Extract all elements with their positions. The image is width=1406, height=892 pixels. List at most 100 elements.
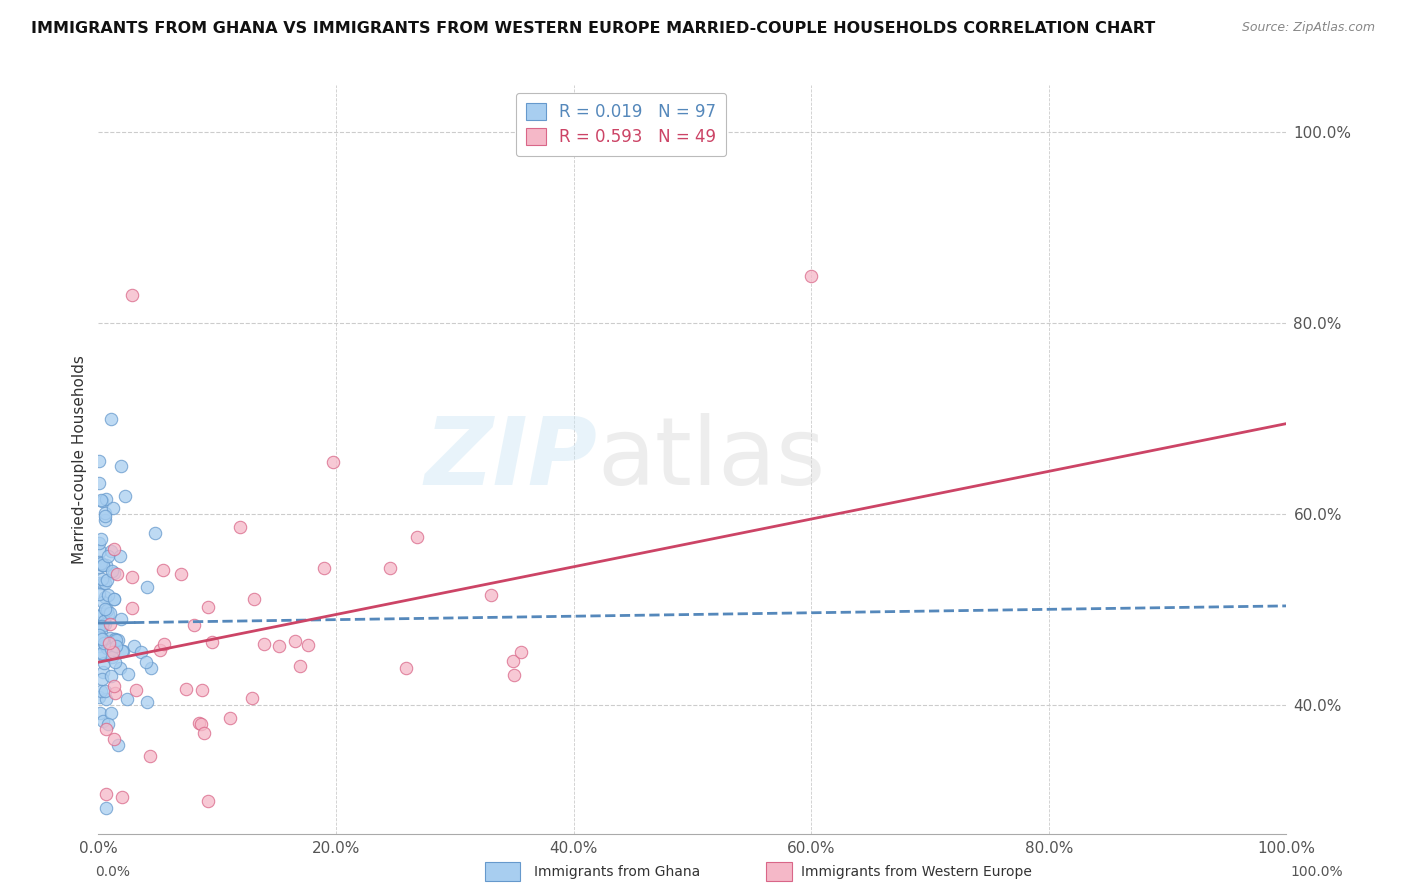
- Point: [269, 639, 291, 653]
- Point: [170, 566, 193, 581]
- Point: [253, 637, 276, 651]
- Point: [104, 632, 127, 647]
- Text: 100.0%: 100.0%: [1291, 865, 1343, 880]
- Point: [479, 588, 502, 602]
- Point: [100, 650, 122, 665]
- Point: [91, 606, 114, 620]
- Point: [89, 575, 111, 590]
- Point: [100, 706, 122, 721]
- Point: [111, 644, 134, 658]
- Point: [153, 637, 176, 651]
- Point: [284, 633, 307, 648]
- Point: [107, 633, 129, 648]
- Y-axis label: Married-couple Households: Married-couple Households: [72, 355, 87, 564]
- Point: [110, 789, 132, 804]
- Point: [89, 609, 111, 624]
- Text: Immigrants from Ghana: Immigrants from Ghana: [534, 865, 700, 880]
- Point: [96, 716, 118, 731]
- Point: [152, 563, 174, 577]
- Point: [98, 606, 121, 620]
- Point: [97, 588, 120, 602]
- Point: [96, 640, 118, 655]
- Point: [89, 587, 111, 601]
- Point: [98, 617, 121, 632]
- Point: [378, 561, 401, 575]
- Point: [94, 722, 117, 736]
- Point: [98, 636, 121, 650]
- Point: [89, 628, 111, 642]
- Point: [96, 491, 118, 506]
- Point: [104, 655, 127, 669]
- Point: [93, 576, 115, 591]
- Point: [94, 684, 117, 698]
- Point: [94, 590, 117, 604]
- Point: [103, 732, 125, 747]
- Point: [94, 801, 117, 815]
- Point: [125, 682, 148, 697]
- Point: [107, 739, 129, 753]
- Point: [94, 787, 117, 801]
- Point: [110, 459, 132, 474]
- Point: [89, 454, 111, 468]
- Point: [87, 555, 110, 569]
- Point: [190, 717, 212, 731]
- Point: [91, 494, 114, 508]
- Point: [96, 603, 118, 617]
- Point: [115, 692, 138, 706]
- Point: [90, 557, 112, 571]
- Point: [91, 672, 114, 686]
- Point: [89, 557, 111, 571]
- Point: [122, 640, 145, 654]
- Point: [110, 644, 132, 658]
- Point: [187, 716, 209, 731]
- Point: [91, 619, 114, 633]
- Point: [502, 654, 524, 668]
- Point: [93, 614, 115, 628]
- Point: [90, 493, 112, 508]
- Point: [94, 558, 117, 573]
- Point: [91, 665, 114, 679]
- Point: [94, 513, 117, 527]
- Point: [135, 655, 157, 669]
- Point: [89, 630, 111, 644]
- Point: [98, 636, 121, 650]
- Point: [96, 691, 118, 706]
- Text: ZIP: ZIP: [425, 413, 598, 506]
- Point: [91, 714, 114, 729]
- Point: [395, 661, 418, 675]
- Point: [87, 639, 110, 653]
- Point: [174, 681, 197, 696]
- Legend: R = 0.019   N = 97, R = 0.593   N = 49: R = 0.019 N = 97, R = 0.593 N = 49: [516, 93, 727, 156]
- Point: [103, 591, 125, 606]
- Point: [108, 661, 131, 675]
- Point: [90, 624, 112, 638]
- Point: [89, 690, 111, 705]
- Point: [103, 566, 125, 581]
- Point: [229, 520, 252, 534]
- Point: [90, 572, 112, 586]
- Point: [502, 668, 524, 682]
- Point: [90, 684, 112, 698]
- Text: atlas: atlas: [598, 413, 825, 506]
- Point: [93, 602, 115, 616]
- Point: [90, 532, 112, 546]
- Point: [101, 564, 124, 578]
- Point: [136, 580, 159, 594]
- Point: [94, 509, 117, 524]
- Point: [93, 617, 115, 632]
- Point: [110, 612, 132, 626]
- Point: [100, 412, 122, 426]
- Point: [87, 476, 110, 491]
- Point: [103, 632, 125, 646]
- Point: [94, 507, 117, 521]
- Point: [201, 634, 224, 648]
- Point: [145, 526, 167, 541]
- Point: [89, 544, 111, 558]
- Point: [87, 619, 110, 633]
- Point: [103, 542, 125, 557]
- Point: [104, 686, 127, 700]
- Point: [121, 600, 143, 615]
- Point: [104, 633, 127, 648]
- Point: [129, 645, 152, 659]
- Point: [91, 632, 114, 646]
